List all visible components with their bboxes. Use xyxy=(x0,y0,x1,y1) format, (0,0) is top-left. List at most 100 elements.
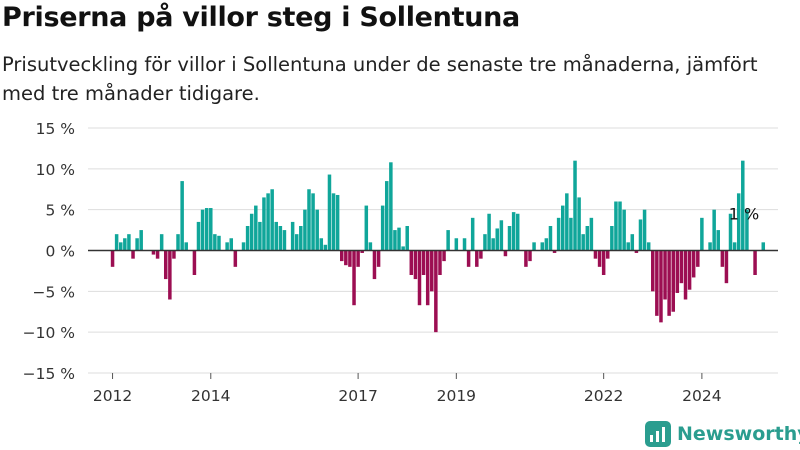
bar xyxy=(266,193,270,251)
bar xyxy=(655,250,659,316)
bar xyxy=(327,174,332,251)
y-tick-label: −15 % xyxy=(23,365,75,383)
bar xyxy=(610,226,614,251)
bar xyxy=(593,250,598,259)
bar xyxy=(507,226,512,251)
bar xyxy=(524,250,528,267)
chart-subtitle: Prisutveckling för villor i Sollentuna u… xyxy=(2,53,758,105)
bar xyxy=(605,250,610,259)
bar xyxy=(581,234,585,251)
bar xyxy=(217,235,221,251)
bar xyxy=(192,250,197,275)
bar xyxy=(626,242,630,251)
bar xyxy=(487,213,491,251)
bar xyxy=(258,221,262,251)
bar xyxy=(466,250,471,267)
bar xyxy=(225,242,229,251)
bar xyxy=(691,250,696,278)
bar xyxy=(331,193,336,251)
bar xyxy=(745,209,749,251)
bar xyxy=(311,193,315,251)
bar xyxy=(446,230,450,251)
bar xyxy=(430,250,434,292)
bar xyxy=(389,162,393,251)
last-value-label: 1 % xyxy=(729,204,759,223)
bar xyxy=(270,189,274,251)
bar xyxy=(667,250,671,316)
newsworthy-brand[interactable]: Newsworthy xyxy=(645,419,800,449)
bar xyxy=(274,221,278,251)
bar xyxy=(671,250,675,312)
bar xyxy=(200,209,205,251)
bar xyxy=(724,250,729,284)
bar xyxy=(438,250,442,275)
bar xyxy=(262,197,266,251)
bar xyxy=(597,250,602,267)
bar xyxy=(401,246,405,251)
bar xyxy=(184,242,188,251)
bar xyxy=(503,250,508,257)
bar xyxy=(352,250,356,306)
bar xyxy=(209,208,213,251)
bar xyxy=(294,234,299,251)
bar xyxy=(532,242,536,251)
chart-title: Priserna på villor steg i Sollentuna xyxy=(2,2,520,33)
bar xyxy=(552,250,557,253)
bar xyxy=(360,250,364,253)
bar xyxy=(405,226,409,251)
bar xyxy=(462,238,467,251)
x-tick-label: 2014 xyxy=(191,387,230,405)
bar xyxy=(299,226,303,251)
bar xyxy=(556,217,561,251)
bar xyxy=(159,234,164,251)
bar xyxy=(687,250,692,290)
bar xyxy=(114,234,119,251)
bar xyxy=(663,250,667,300)
bar xyxy=(151,250,156,255)
bar xyxy=(528,250,532,262)
bar xyxy=(163,250,168,280)
x-tick-label: 2019 xyxy=(437,387,476,405)
bar xyxy=(417,250,422,306)
y-tick-label: 15 % xyxy=(36,120,75,138)
bar xyxy=(241,242,246,251)
bar xyxy=(245,226,250,251)
y-tick-label: 5 % xyxy=(45,202,75,220)
bar xyxy=(196,221,201,251)
bar xyxy=(499,220,504,251)
bar xyxy=(368,242,373,251)
bar xyxy=(712,209,716,251)
bar xyxy=(168,250,172,300)
bar xyxy=(249,213,254,251)
y-tick-label: −5 % xyxy=(32,283,75,301)
bar xyxy=(372,250,377,280)
annotations: 1 % xyxy=(729,204,759,223)
bar xyxy=(732,242,737,251)
bar xyxy=(307,189,311,251)
bar xyxy=(176,234,180,251)
bar xyxy=(204,208,209,251)
bar xyxy=(315,209,319,251)
bar xyxy=(135,238,139,251)
bar xyxy=(622,209,626,251)
bar xyxy=(278,226,283,251)
bar xyxy=(696,250,700,267)
bar xyxy=(565,193,569,251)
bar xyxy=(589,217,594,251)
bar xyxy=(483,234,487,251)
bar xyxy=(340,250,344,262)
bar xyxy=(741,160,745,251)
bar xyxy=(119,242,123,251)
bar xyxy=(479,250,483,259)
bar xyxy=(233,250,238,267)
bar xyxy=(376,250,381,267)
bar xyxy=(573,160,577,251)
bar xyxy=(442,250,446,262)
bar xyxy=(475,250,479,267)
bar xyxy=(511,212,516,251)
bar xyxy=(716,230,720,251)
bar xyxy=(679,250,684,284)
y-axis-labels: 15 % 10 % 5 % 0 % −5 % −10 % −15 % xyxy=(23,120,75,383)
bar xyxy=(323,244,328,251)
